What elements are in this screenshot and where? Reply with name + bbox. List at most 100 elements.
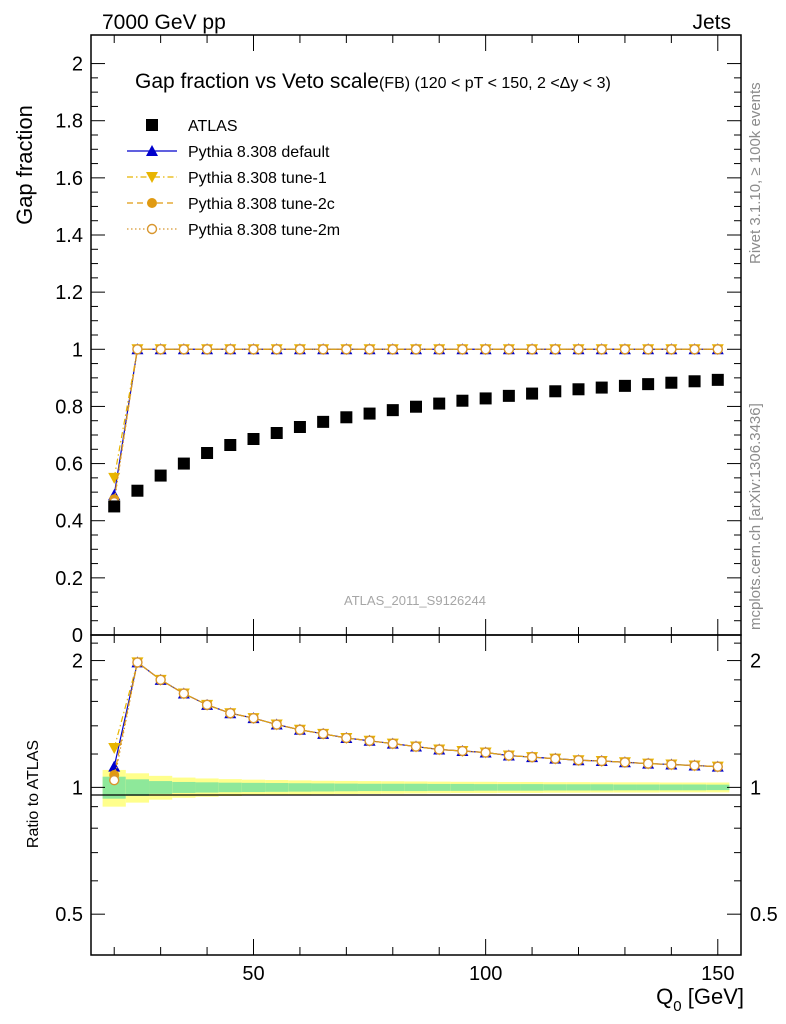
series-point: [178, 344, 190, 355]
data-point: [479, 392, 492, 405]
main-ytick-label: 1.2: [55, 282, 83, 304]
data-point: [433, 397, 446, 410]
mcplots-label: mcplots.cern.ch [arXiv:1306.3436]: [747, 403, 764, 630]
ratio-ticks: 0.5 0.5 1 1 2 2 50 100 150: [55, 635, 778, 985]
xtick-label: 50: [242, 963, 264, 985]
band-inner: [241, 782, 266, 793]
legend: ATLAS Pythia 8.308 default Pythia 8.308 tu…: [127, 118, 340, 239]
collision-label: 7000 GeV pp: [102, 11, 226, 34]
ratio-point: [341, 732, 352, 744]
main-ylabel: Gap fraction: [12, 105, 37, 225]
ratio-point: [596, 755, 607, 767]
ratio-point: [178, 688, 190, 699]
data-point: [293, 421, 306, 433]
data-point: [665, 376, 678, 389]
data-point: [618, 379, 631, 392]
series-point: [155, 344, 166, 355]
legend-label: Pythia 8.308 default: [188, 144, 330, 161]
main-panel: 0 0.2 0.4 0.6 0.8 1 1.2 1.4 1.6 1.8 2: [55, 34, 742, 647]
ratio-ytick-label-right: 1: [750, 777, 761, 799]
series-point: [573, 344, 584, 355]
band-inner: [682, 784, 707, 791]
series-point: [341, 344, 352, 355]
data-point: [363, 407, 376, 420]
ratio-ytick-label: 2: [72, 651, 83, 673]
band-inner: [474, 784, 498, 791]
ratio-point: [317, 728, 329, 740]
band-inner: [613, 784, 637, 791]
series-point: [666, 344, 677, 355]
analysis-id: ATLAS_2011_S9126244: [344, 593, 486, 608]
data-point: [108, 500, 121, 513]
band-inner: [497, 784, 521, 791]
band-inner: [520, 784, 544, 791]
main-ticks: 0 0.2 0.4 0.6 0.8 1 1.2 1.4 1.6 1.8 2: [55, 35, 741, 647]
ratio-point: [108, 743, 121, 755]
series-point: [480, 344, 491, 355]
series-point: [225, 344, 236, 355]
atlas-data-points: [108, 373, 724, 513]
data-point: [224, 439, 237, 451]
main-ytick-label: 1.8: [55, 111, 83, 133]
band-inner: [102, 776, 126, 799]
main-ytick-label: 1.6: [55, 168, 83, 190]
data-point: [201, 447, 214, 459]
main-ytick-label: 1.4: [55, 225, 83, 247]
ratio-point: [271, 719, 282, 730]
band-inner: [636, 784, 660, 791]
series-point: [457, 344, 468, 355]
legend-label: Pythia 8.308 tune-1: [188, 170, 327, 187]
ratio-line: [113, 661, 718, 781]
band-inner: [149, 781, 173, 794]
ratio-point: [503, 750, 515, 761]
category-label: Jets: [692, 11, 731, 34]
ratio-ylabel: Ratio to ATLAS: [25, 740, 42, 848]
data-point: [177, 457, 190, 470]
series-point: [712, 344, 723, 355]
data-point: [270, 427, 283, 439]
band-inner: [218, 782, 242, 793]
legend-label: Pythia 8.308 tune-2m: [188, 222, 340, 239]
ratio-point: [225, 707, 236, 719]
series-point: [387, 344, 398, 355]
legend-label: ATLAS: [188, 118, 238, 135]
rivet-label: Rivet 3.1.10, ≥ 100k events: [747, 82, 764, 264]
data-point: [549, 385, 562, 398]
ratio-point: [689, 760, 700, 771]
ratio-point: [294, 724, 306, 735]
data-point: [340, 411, 353, 424]
ratio-ytick-label: 1: [72, 777, 83, 799]
ratio-point: [201, 699, 213, 711]
data-point: [386, 404, 399, 417]
series-point: [642, 344, 654, 355]
data-point: [502, 389, 515, 402]
ratio-point: [666, 759, 677, 770]
ratio-point: [526, 751, 538, 763]
legend-marker: [146, 223, 158, 235]
main-ytick-label: 0.4: [55, 511, 83, 533]
ratio-point: [712, 761, 723, 772]
band-inner: [195, 782, 219, 793]
data-point: [247, 433, 260, 445]
ratio-point: [132, 657, 143, 668]
ratio-point: [434, 744, 445, 755]
x-axis-title: Q0 [GeV]: [656, 984, 744, 1015]
band-inner: [288, 783, 312, 792]
series-point: [689, 344, 700, 355]
ratio-point: [364, 735, 375, 746]
series-point: [503, 344, 515, 355]
band-inner: [357, 783, 382, 792]
series-point: [108, 472, 121, 484]
series-point: [271, 344, 282, 355]
band-inner: [427, 783, 451, 791]
series-point: [434, 344, 445, 355]
series-point: [201, 344, 213, 355]
series-point: [526, 344, 538, 355]
band-inner: [265, 783, 289, 792]
data-point: [526, 387, 539, 400]
ratio-point: [573, 755, 584, 766]
xtick-label: 150: [701, 963, 734, 985]
series-point: [248, 344, 259, 355]
data-point: [572, 383, 585, 396]
ratio-point: [108, 760, 121, 772]
